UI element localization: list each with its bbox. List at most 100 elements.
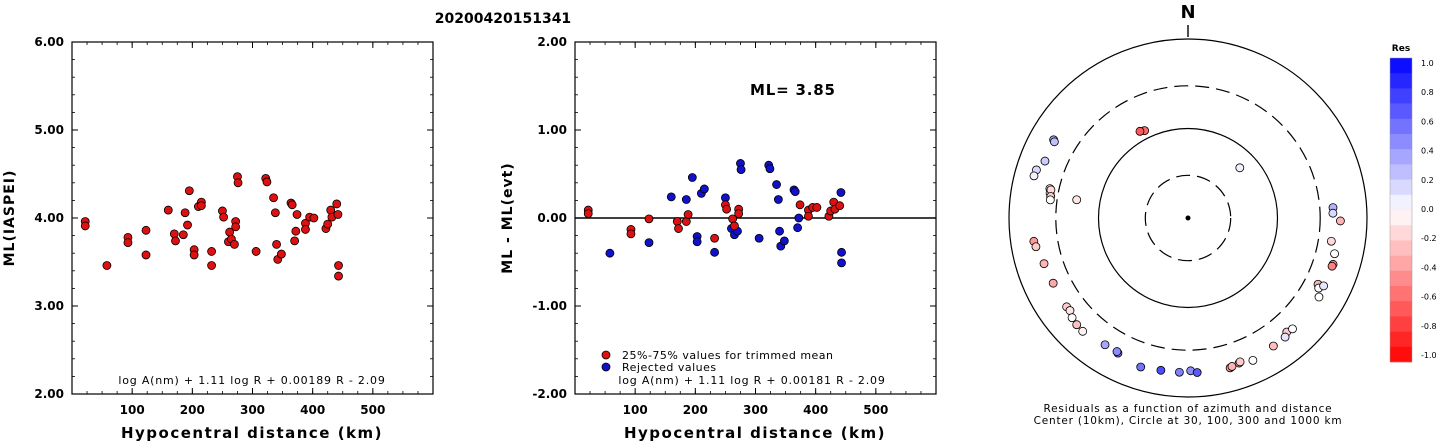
colorbar-tick-label: 0.2 (1421, 176, 1434, 185)
rejected-point (836, 188, 846, 197)
data-point (276, 249, 286, 259)
data-point (189, 250, 199, 260)
data-point (292, 210, 302, 219)
colorbar-cell (1390, 316, 1412, 332)
y-tick-label: 0.00 (537, 211, 567, 225)
data-point (233, 178, 243, 188)
data-point (80, 221, 90, 231)
ring-1000km (1008, 38, 1368, 398)
y-axis-label: ML - ML(evt) (500, 162, 516, 273)
page-title: 20200420151341 (435, 11, 571, 27)
rejected-point (765, 164, 775, 174)
colorbar-cell (1390, 103, 1412, 120)
x-tick-label: 200 (180, 403, 205, 417)
station-marker (1248, 355, 1258, 365)
station-marker (1288, 324, 1297, 334)
trimmed-point (804, 211, 813, 221)
x-tick-label: 100 (120, 403, 145, 417)
colorbar-cell (1390, 164, 1412, 180)
colorbar-cells (1389, 57, 1413, 363)
station-marker (1235, 357, 1245, 367)
data-point (334, 261, 343, 270)
station-marker (1067, 313, 1077, 323)
station-marker (1326, 236, 1336, 246)
y-tick-label: 5.00 (34, 123, 64, 137)
trimmed-point (812, 203, 822, 212)
data-point (183, 220, 192, 230)
rejected-point (794, 213, 804, 223)
rejected-point (793, 223, 803, 233)
y-tick-label: 4.00 (34, 211, 64, 225)
data-point (251, 247, 261, 256)
rejected-point (775, 226, 784, 236)
trimmed-point (644, 214, 654, 224)
data-point (163, 205, 173, 215)
data-point (196, 201, 206, 211)
data-point (269, 193, 278, 203)
rejected-point (644, 238, 654, 248)
x-tick-label: 300 (743, 403, 768, 417)
rejected-point (790, 187, 800, 197)
legend-label-trimmed: 25%-75% values for trimmed mean (622, 349, 834, 362)
colorbar-cell (1390, 286, 1412, 302)
station-marker (1040, 156, 1050, 166)
colorbar-tick-label: -0.8 (1421, 322, 1437, 331)
colorbar-tick-label: 1.0 (1421, 59, 1434, 68)
colorbar-cell (1390, 270, 1412, 287)
data-point (219, 212, 229, 222)
data-point (287, 200, 297, 210)
station-marker (1327, 261, 1337, 271)
rejected-point (779, 236, 789, 246)
rejected-point (699, 184, 709, 194)
colorbar-cell (1390, 134, 1412, 150)
colorbar-cell (1390, 58, 1412, 74)
station-marker (1045, 195, 1055, 205)
station-marker (1314, 292, 1324, 302)
data-point (262, 177, 272, 187)
data-point (169, 229, 179, 239)
rejected-point (837, 247, 846, 257)
y-tick-label: 3.00 (34, 299, 64, 313)
legend-marker-rejected (601, 362, 611, 372)
panel-residual: 100 200 300 400 500 -2.00 -1.00 0.00 1.00 2.00 ML… (500, 35, 937, 441)
station-marker (1280, 332, 1290, 342)
trimmed-point (710, 233, 719, 243)
panel-azimuth: N Residuals as a function of azimuth and… (1008, 2, 1437, 427)
station-marker (1136, 362, 1146, 372)
trimmed-point (683, 210, 693, 219)
colorbar-frame (1389, 57, 1413, 363)
data-point (207, 261, 216, 270)
station-marker (1156, 365, 1166, 375)
data-point (301, 225, 310, 234)
y-tick-label: -2.00 (532, 387, 567, 401)
station-marker (1112, 347, 1122, 356)
data-point (231, 222, 241, 232)
distance-rings (1008, 38, 1368, 398)
epicenter-marker (1185, 215, 1191, 221)
station-marker (1048, 278, 1058, 288)
ring-300km (1055, 85, 1321, 351)
station-marker (1065, 306, 1075, 315)
y-axis-label: ML(IASPEI) (2, 170, 18, 267)
formula-label: log A(nm) + 1.11 log R + 0.00181 R - 2.0… (618, 374, 885, 387)
station-marker (1072, 320, 1082, 330)
legend-label-rejected: Rejected values (622, 361, 717, 374)
data-point (141, 250, 151, 260)
colorbar-tick-label: -0.6 (1421, 293, 1437, 302)
rejected-point (837, 258, 846, 268)
trimmed-point (722, 204, 732, 214)
trimmed-point (795, 200, 805, 210)
colorbar-cell (1390, 88, 1412, 104)
data-point (334, 271, 343, 281)
rejected-point (605, 248, 615, 258)
station-marker (1330, 249, 1339, 259)
colorbar-tick-label: 0.6 (1421, 117, 1434, 126)
station-marker (1029, 171, 1039, 181)
station-marker (1072, 195, 1082, 205)
data-point (272, 239, 281, 249)
y-tick-label: -1.00 (532, 299, 567, 313)
x-tick-label: 300 (240, 403, 265, 417)
y-tick-label: 1.00 (537, 123, 567, 137)
station-marker (1031, 242, 1041, 252)
x-axis-label: Hypocentral distance (km) (121, 424, 383, 441)
